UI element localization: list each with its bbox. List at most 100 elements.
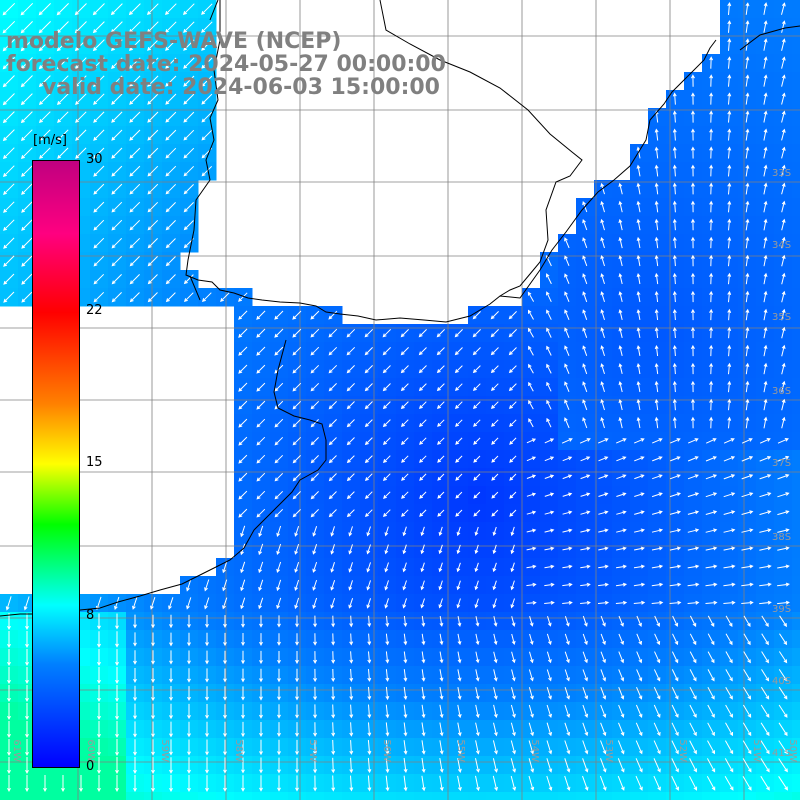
wind-arrow bbox=[741, 564, 754, 569]
wind-arrow bbox=[564, 687, 570, 700]
wind-arrow bbox=[366, 580, 371, 591]
wind-arrow bbox=[238, 418, 248, 428]
wind-arrow bbox=[510, 740, 516, 755]
wind-arrow bbox=[636, 380, 641, 393]
wind-arrow bbox=[745, 290, 750, 303]
wind-arrow bbox=[20, 111, 33, 124]
wind-arrow bbox=[546, 327, 552, 338]
wind-arrow bbox=[256, 364, 266, 374]
wind-arrow bbox=[777, 528, 790, 533]
wind-arrow bbox=[331, 722, 336, 737]
wind-arrow bbox=[241, 757, 245, 774]
wind-arrow bbox=[223, 650, 227, 665]
speed-cell bbox=[144, 792, 163, 800]
wind-arrow bbox=[781, 326, 786, 339]
wind-arrow bbox=[741, 456, 754, 462]
wind-arrow bbox=[687, 474, 699, 480]
wind-arrow bbox=[763, 2, 768, 15]
speed-cell bbox=[432, 792, 451, 800]
wind-arrow bbox=[690, 398, 695, 411]
wind-arrow bbox=[151, 614, 155, 629]
wind-arrow bbox=[475, 722, 480, 737]
wind-arrow bbox=[763, 128, 768, 141]
wind-arrow bbox=[760, 704, 770, 718]
wind-arrow bbox=[564, 417, 570, 429]
wind-arrow bbox=[165, 39, 177, 51]
wind-arrow bbox=[39, 129, 51, 141]
speed-cell bbox=[792, 792, 800, 800]
wind-arrow bbox=[745, 272, 750, 285]
wind-arrow bbox=[346, 509, 355, 518]
wind-arrow bbox=[741, 474, 754, 480]
wind-arrow bbox=[3, 219, 15, 231]
wind-arrow bbox=[241, 650, 245, 665]
wind-arrow bbox=[473, 419, 481, 427]
wind-arrow bbox=[546, 291, 552, 303]
wind-arrow bbox=[669, 510, 682, 515]
wind-arrow bbox=[600, 200, 605, 213]
wind-arrow bbox=[763, 92, 768, 105]
wind-arrow bbox=[511, 651, 516, 664]
wind-arrow bbox=[295, 686, 299, 701]
wind-arrow bbox=[93, 201, 105, 213]
wind-arrow bbox=[201, 93, 213, 105]
wind-arrow bbox=[689, 704, 697, 718]
wind-arrow bbox=[259, 757, 263, 774]
wind-arrow bbox=[93, 183, 105, 195]
wind-arrow bbox=[147, 93, 159, 105]
wind-arrow bbox=[781, 38, 786, 51]
wind-arrow bbox=[367, 669, 372, 682]
wind-arrow bbox=[618, 345, 623, 357]
wind-arrow bbox=[2, 111, 15, 124]
lon-label: 51W bbox=[751, 739, 762, 762]
wind-arrow bbox=[669, 438, 681, 444]
wind-arrow bbox=[743, 686, 752, 700]
wind-arrow bbox=[669, 546, 682, 551]
wind-arrow bbox=[475, 669, 480, 682]
wind-arrow bbox=[403, 651, 408, 664]
wind-arrow bbox=[147, 147, 159, 159]
wind-arrow bbox=[385, 615, 390, 628]
wind-arrow bbox=[238, 454, 248, 464]
wind-arrow bbox=[759, 474, 772, 480]
wind-arrow bbox=[741, 510, 754, 515]
wind-arrow bbox=[438, 562, 443, 573]
wind-arrow bbox=[761, 633, 769, 646]
wind-arrow bbox=[259, 668, 263, 683]
wind-arrow bbox=[292, 346, 302, 356]
wind-arrow bbox=[727, 308, 732, 321]
wind-arrow bbox=[403, 615, 408, 628]
wind-arrow bbox=[526, 474, 537, 479]
wind-arrow bbox=[129, 237, 141, 249]
wind-arrow bbox=[582, 273, 588, 285]
wind-arrow bbox=[274, 382, 284, 392]
wind-arrow bbox=[348, 562, 353, 573]
wind-arrow bbox=[761, 669, 770, 682]
wind-arrow bbox=[528, 775, 535, 792]
wind-arrow bbox=[615, 600, 628, 605]
wind-arrow bbox=[421, 669, 426, 682]
wind-arrow bbox=[582, 309, 588, 320]
wind-arrow bbox=[133, 757, 137, 775]
wind-arrow bbox=[528, 687, 534, 700]
wind-arrow bbox=[97, 631, 101, 648]
wind-arrow bbox=[580, 456, 591, 462]
wind-arrow bbox=[110, 3, 123, 16]
wind-arrow bbox=[616, 564, 627, 569]
wind-arrow bbox=[671, 686, 679, 700]
wind-arrow bbox=[492, 775, 498, 792]
wind-arrow bbox=[723, 456, 736, 462]
speed-cell bbox=[486, 792, 505, 800]
wind-arrow bbox=[781, 236, 786, 249]
wind-arrow bbox=[21, 237, 33, 249]
wind-arrow bbox=[618, 704, 625, 718]
wind-arrow bbox=[600, 669, 606, 682]
wind-arrow bbox=[129, 219, 141, 231]
wind-arrow bbox=[421, 651, 426, 664]
wind-arrow bbox=[689, 686, 697, 700]
wind-arrow bbox=[111, 129, 123, 141]
wind-arrow bbox=[147, 75, 159, 87]
wind-arrow bbox=[529, 633, 534, 645]
wind-arrow bbox=[778, 758, 788, 773]
wind-arrow bbox=[582, 633, 588, 646]
